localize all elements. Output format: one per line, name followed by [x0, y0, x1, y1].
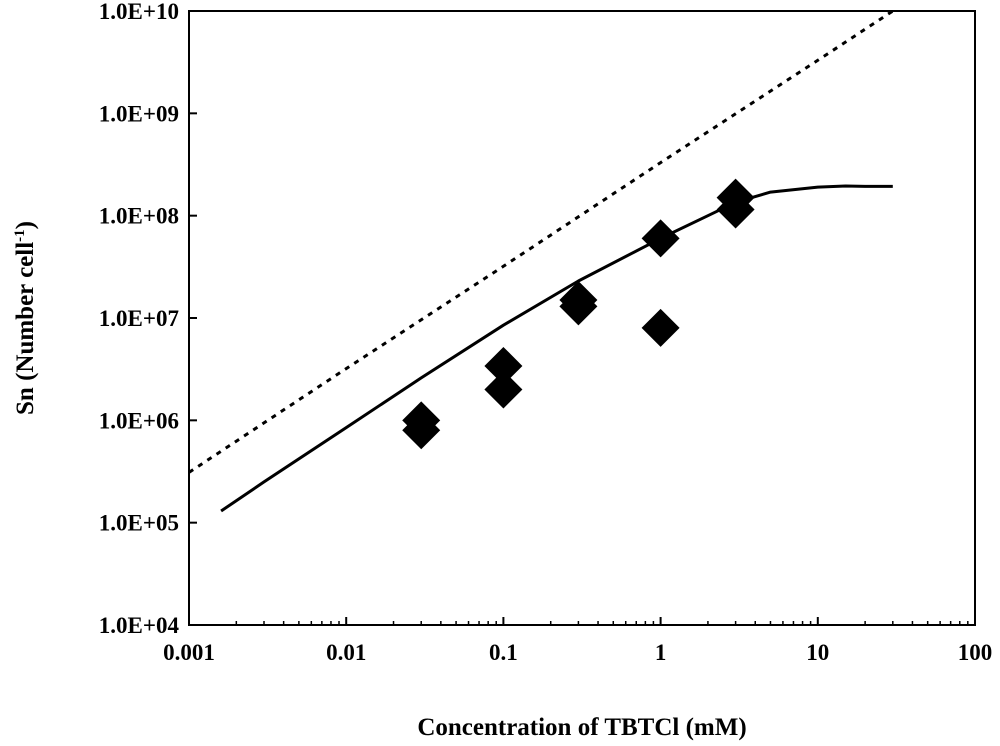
data-point-diamond — [641, 219, 680, 258]
dotted-model-line — [188, 9, 894, 474]
x-tick-label: 1 — [655, 640, 667, 665]
y-axis-title-close: ) — [12, 221, 39, 229]
y-tick-label: 1.0E+10 — [99, 0, 179, 24]
y-axis-title-main: Sn (Number cell — [12, 242, 39, 415]
y-tick-label: 1.0E+08 — [99, 204, 179, 229]
data-point-diamond — [641, 308, 680, 347]
x-tick-label: 0.01 — [326, 640, 366, 665]
y-tick-label: 1.0E+07 — [99, 306, 179, 331]
y-tick-label: 1.0E+09 — [99, 101, 179, 126]
x-tick-label: 0.1 — [489, 640, 518, 665]
y-axis-title: Sn (Number cell-1) — [12, 221, 39, 415]
model-lines — [188, 9, 894, 513]
solid-model-line — [220, 184, 893, 513]
x-tick-label: 10 — [806, 640, 829, 665]
y-tick-label: 1.0E+04 — [99, 613, 180, 638]
data-markers — [402, 178, 755, 450]
y-tick-label: 1.0E+05 — [99, 511, 179, 536]
x-tick-label: 100 — [958, 640, 993, 665]
data-point-diamond — [559, 287, 598, 326]
x-axis-ticks: 0.001 0.01 0.1 1 10 100 — [163, 617, 992, 665]
y-axis-title-superscript: -1 — [12, 229, 28, 242]
data-point-diamond — [716, 190, 755, 229]
y-axis-ticks: 1.0E+04 1.0E+05 1.0E+06 1.0E+07 1.0E+08 1.0E+… — [99, 0, 197, 638]
data-point-diamond — [484, 346, 523, 385]
data-point-diamond — [402, 411, 441, 450]
x-tick-label: 0.001 — [163, 640, 215, 665]
data-point-diamond — [484, 370, 523, 409]
y-tick-label: 1.0E+06 — [99, 408, 179, 433]
x-axis-title: Concentration of TBTCl (mM) — [417, 714, 746, 741]
